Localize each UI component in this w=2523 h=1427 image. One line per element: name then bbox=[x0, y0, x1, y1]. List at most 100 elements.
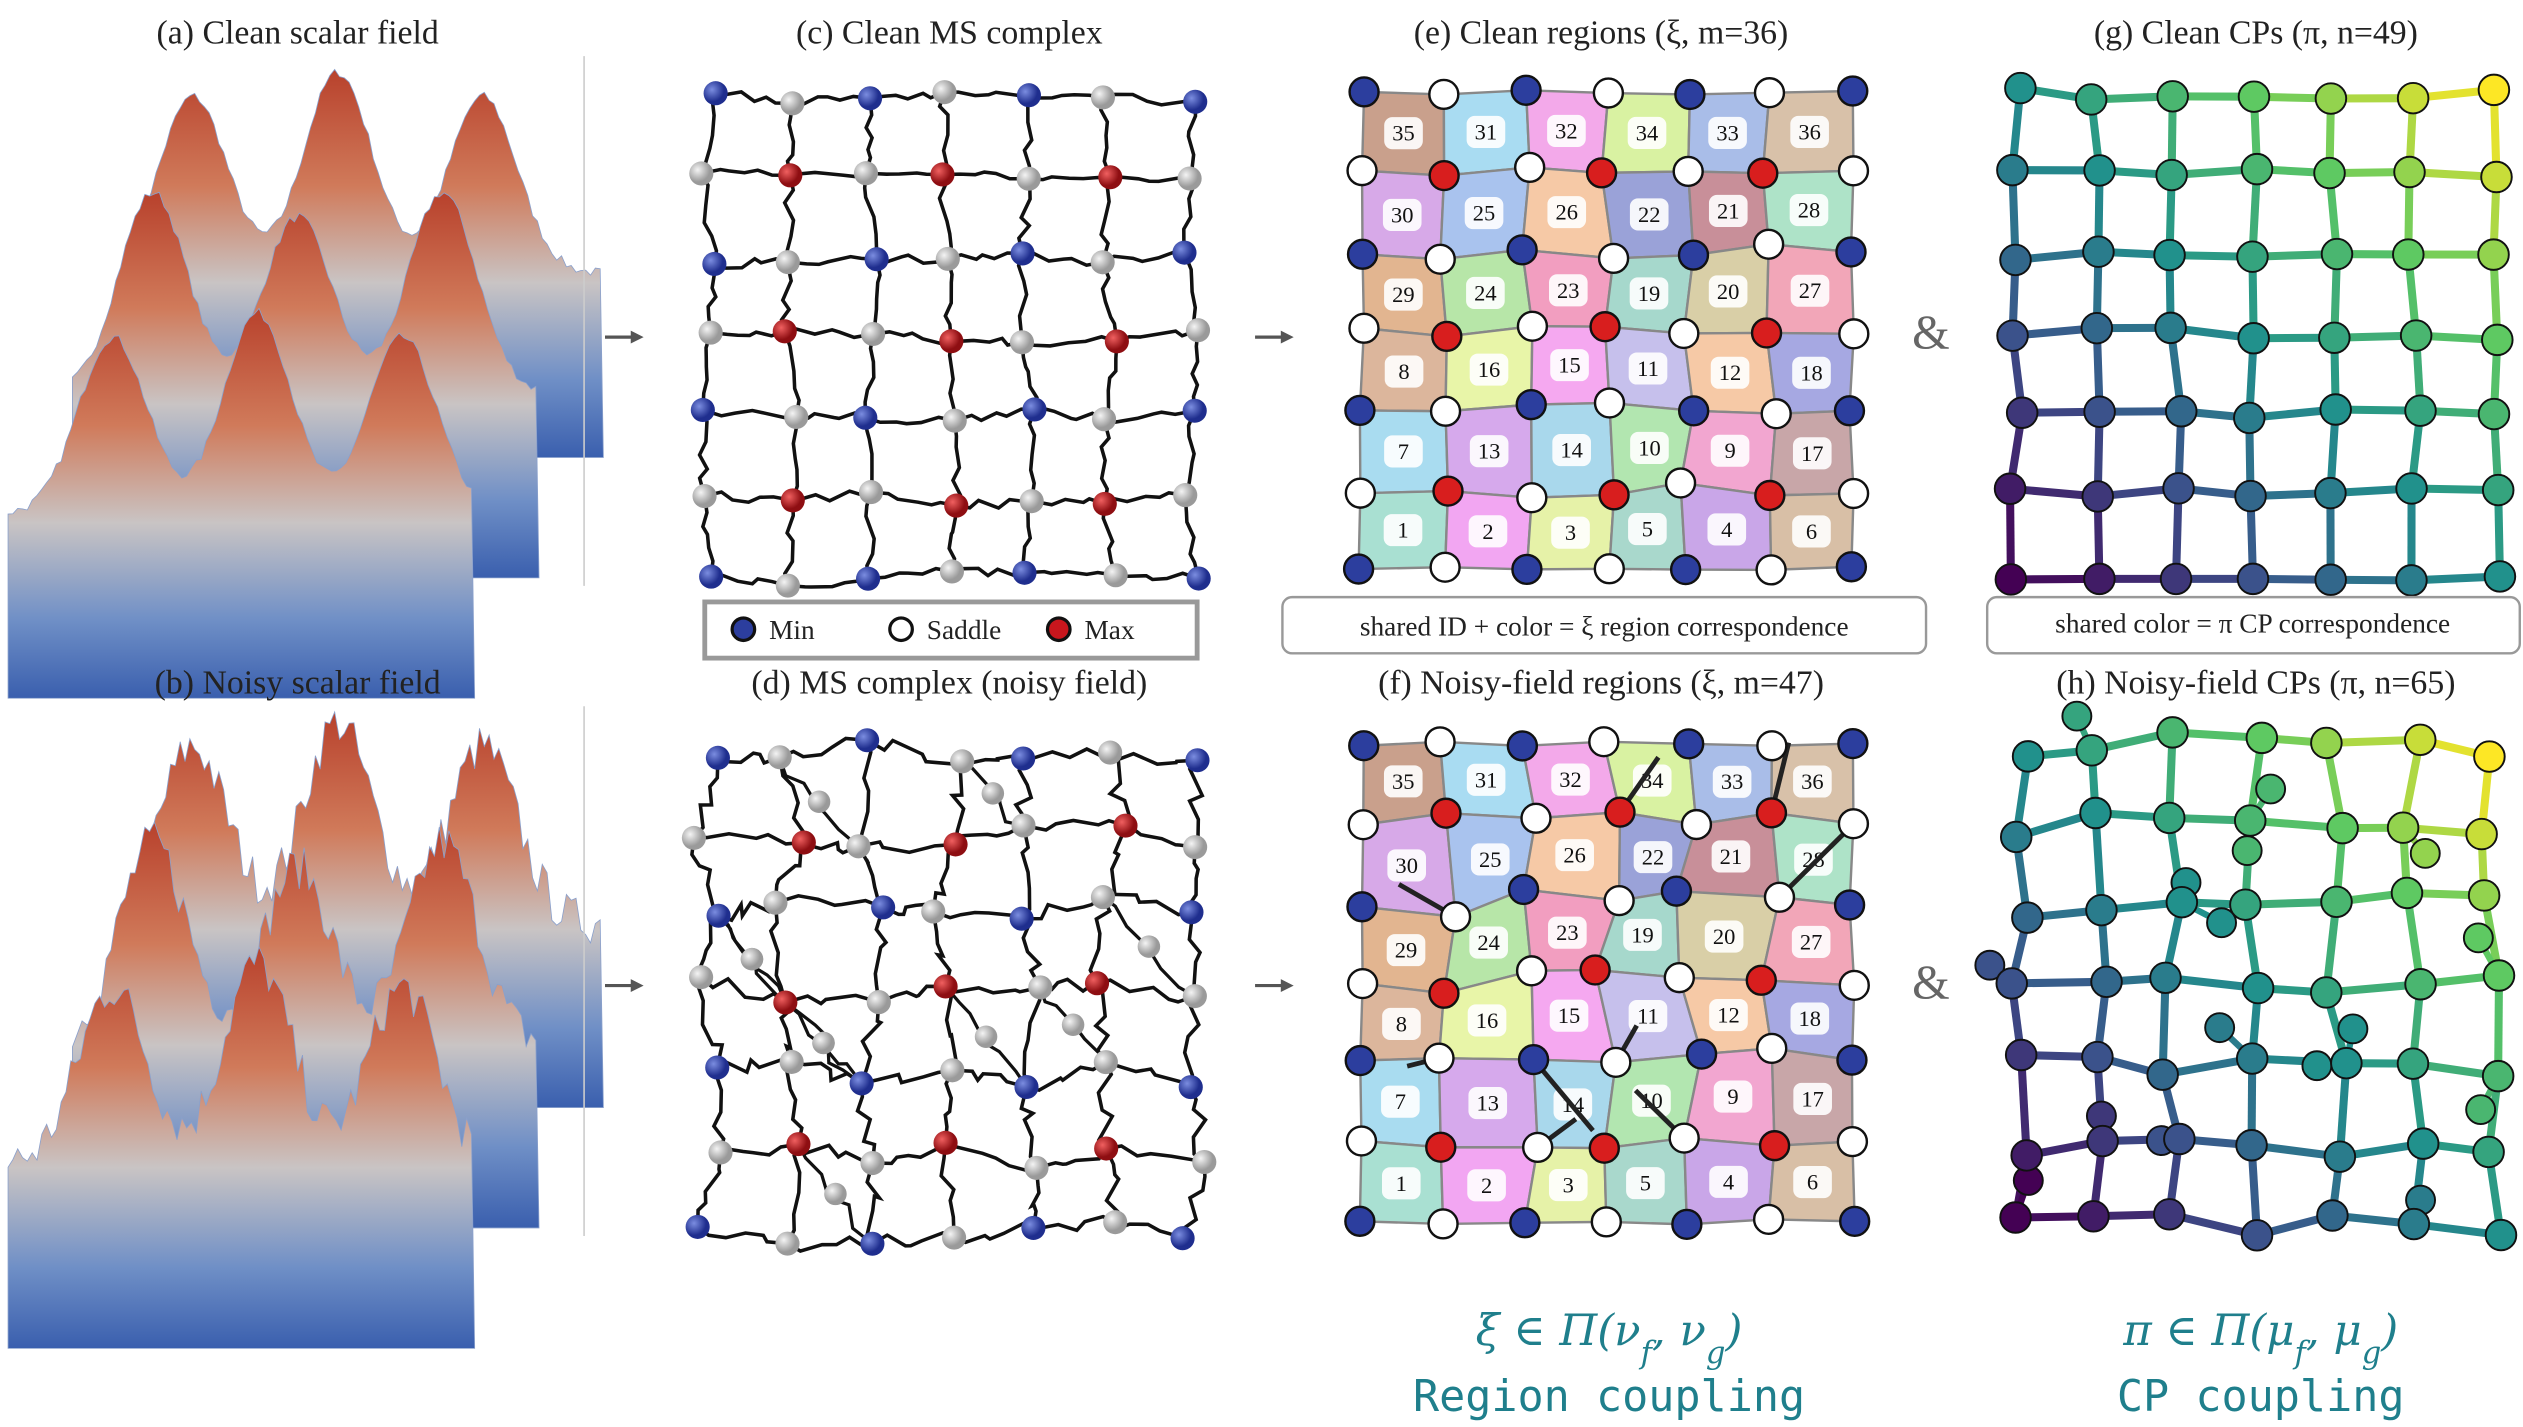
ampersand: & bbox=[1912, 956, 1950, 1009]
cp-node bbox=[2316, 83, 2347, 113]
cp-node bbox=[2479, 75, 2510, 105]
cp-node bbox=[2205, 1013, 2234, 1042]
region-id: 11 bbox=[1637, 1004, 1659, 1029]
region-id: 14 bbox=[1560, 438, 1583, 463]
region-node bbox=[1350, 77, 1379, 106]
cp-node bbox=[2243, 973, 2274, 1003]
region-node bbox=[1747, 966, 1776, 995]
ms-arc bbox=[703, 496, 713, 577]
ms-node bbox=[1105, 329, 1129, 353]
ms-node bbox=[1113, 814, 1137, 838]
ms-node bbox=[944, 494, 968, 518]
ms-arc bbox=[1192, 330, 1198, 411]
region-node bbox=[1587, 158, 1616, 187]
cp-node bbox=[2321, 887, 2352, 917]
ms-arc bbox=[1117, 330, 1198, 341]
legend-label: Min bbox=[769, 615, 815, 645]
region-id: 23 bbox=[1557, 278, 1580, 303]
region-id: 35 bbox=[1392, 121, 1415, 146]
ms-node bbox=[860, 1232, 884, 1256]
region-id: 16 bbox=[1476, 1008, 1499, 1033]
region-id: 33 bbox=[1721, 769, 1744, 794]
region-node bbox=[1426, 245, 1455, 274]
region-id: 12 bbox=[1719, 360, 1742, 385]
cp-node bbox=[2317, 1200, 2348, 1230]
formula-part: g bbox=[2362, 1336, 2382, 1371]
ms-arc bbox=[1101, 419, 1109, 504]
cp-node bbox=[2478, 239, 2509, 269]
region-node bbox=[1605, 886, 1634, 915]
region-id: 31 bbox=[1475, 119, 1498, 144]
ms-node bbox=[1091, 250, 1115, 274]
region-node bbox=[1752, 319, 1781, 348]
ms-arc bbox=[785, 500, 793, 585]
region-node bbox=[1347, 1127, 1376, 1156]
ms-node bbox=[773, 319, 797, 343]
region-node bbox=[1431, 397, 1460, 426]
region-node bbox=[1674, 157, 1703, 186]
cp-node bbox=[2161, 564, 2192, 594]
region-node bbox=[1748, 159, 1777, 188]
region-id: 28 bbox=[1798, 198, 1821, 223]
region-id: 5 bbox=[1642, 517, 1653, 542]
cp-node bbox=[2239, 81, 2270, 111]
ms-node bbox=[1178, 167, 1202, 191]
ms-node bbox=[940, 559, 964, 583]
region-node bbox=[1349, 731, 1378, 760]
ms-node bbox=[1022, 397, 1046, 421]
region-node bbox=[1757, 555, 1786, 584]
ms-node bbox=[1173, 483, 1197, 507]
ms-arc bbox=[875, 907, 886, 1002]
ms-node bbox=[943, 832, 967, 856]
region-node bbox=[1765, 883, 1794, 912]
ms-node bbox=[1192, 1150, 1216, 1174]
region-id: 6 bbox=[1806, 519, 1817, 544]
ms-arc bbox=[1024, 95, 1031, 179]
ms-arc bbox=[701, 170, 790, 176]
region-node bbox=[1757, 731, 1786, 760]
region-node bbox=[1522, 804, 1551, 833]
cp-node bbox=[2396, 473, 2427, 503]
ms-node bbox=[689, 161, 713, 185]
cp-node bbox=[2481, 162, 2512, 192]
coupling-formula: π ∈ Π(μf, μg) bbox=[2122, 1306, 2398, 1370]
region-node bbox=[1425, 1044, 1454, 1073]
region-node bbox=[1346, 479, 1375, 508]
region-node bbox=[1441, 902, 1470, 931]
ms-node bbox=[1091, 885, 1115, 909]
region-node bbox=[1432, 322, 1461, 351]
ms-node bbox=[1020, 489, 1044, 513]
region-id: 13 bbox=[1476, 1091, 1499, 1116]
cp-node bbox=[2322, 239, 2353, 269]
region-node bbox=[1515, 153, 1544, 182]
ms-node bbox=[1017, 83, 1041, 107]
region-id: 32 bbox=[1559, 767, 1582, 792]
region-id: 2 bbox=[1481, 1173, 1492, 1198]
region-node bbox=[1348, 969, 1377, 998]
ms-arc bbox=[1023, 749, 1110, 759]
ms-node bbox=[936, 247, 960, 271]
region-id: 6 bbox=[1807, 1170, 1818, 1195]
ms-arc bbox=[865, 334, 874, 418]
ms-arc bbox=[1104, 411, 1195, 423]
cp-node bbox=[2483, 1061, 2514, 1091]
region-id: 8 bbox=[1396, 1011, 1407, 1036]
region-id: 19 bbox=[1631, 922, 1654, 947]
region-node bbox=[1839, 156, 1868, 185]
region-node bbox=[1754, 1205, 1783, 1234]
ms-arc bbox=[1185, 495, 1198, 578]
cp-node bbox=[2086, 895, 2117, 925]
ms-node bbox=[1094, 1050, 1118, 1074]
ms-arc bbox=[942, 172, 1028, 179]
region-node bbox=[1346, 1046, 1375, 1075]
region-id: 27 bbox=[1800, 929, 1823, 954]
region-node bbox=[1754, 230, 1783, 259]
region-node bbox=[1665, 963, 1694, 992]
ms-node bbox=[932, 80, 956, 104]
region-id: 8 bbox=[1398, 359, 1409, 384]
ms-arc bbox=[939, 174, 951, 258]
ms-node bbox=[786, 1132, 810, 1156]
ms-arc bbox=[953, 421, 960, 506]
cp-node bbox=[2076, 84, 2107, 114]
ms-arc bbox=[1185, 411, 1194, 495]
